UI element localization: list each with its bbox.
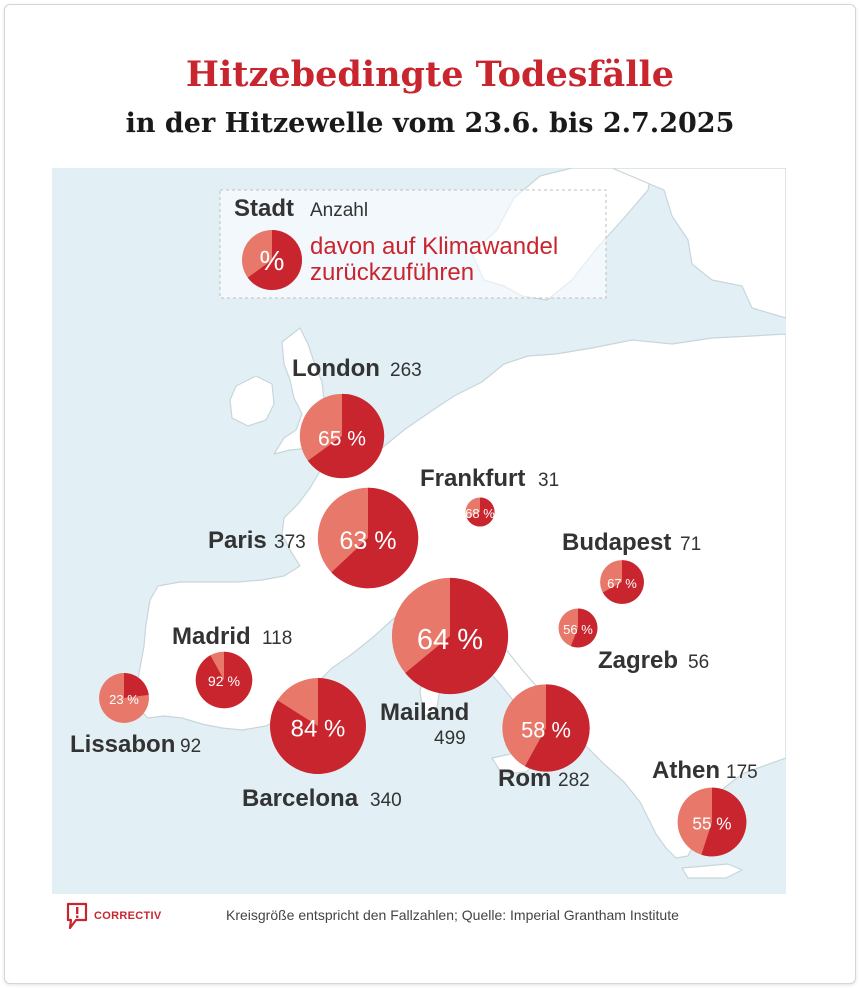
bubble-frankfurt: 68 % [465, 497, 495, 527]
bubble-share-mailand [405, 577, 509, 695]
bubble-label-madrid: 92 % [208, 673, 241, 689]
city-count-paris: 373 [274, 532, 306, 553]
city-count-london: 263 [390, 360, 422, 381]
page-subtitle: in der Hitzewelle vom 23.6. bis 2.7.2025 [125, 108, 735, 139]
bubble-share-paris [331, 487, 419, 589]
legend-count-label: Anzahl [310, 200, 368, 221]
bubble-athen: 55 % [677, 787, 747, 857]
city-count-frankfurt: 31 [538, 470, 559, 491]
city-name-madrid: Madrid [172, 623, 251, 650]
land-ireland [229, 375, 275, 427]
city-labels: London 263 Frankfurt 31 Paris 373 Budape… [70, 355, 758, 812]
bubble-label-mailand: 64 % [417, 624, 483, 656]
bubble-label-budapest: 67 % [607, 576, 637, 591]
city-name-frankfurt: Frankfurt [420, 465, 525, 492]
bubbles-layer: 65 % 68 % 63 % 67 % 56 % 92 % 64 % 23 % 84 % 58 %… [99, 393, 747, 857]
europe-map: 65 % 68 % 63 % 67 % 56 % 92 % 64 % 23 % 84 % 58 %… [52, 168, 786, 894]
source-note: Kreisgröße entspricht den Fallzahlen; Qu… [226, 907, 679, 923]
bubble-budapest: 67 % [600, 560, 644, 604]
city-count-rom: 282 [558, 770, 590, 791]
bubble-madrid: 92 % [195, 651, 253, 709]
bubble-label-london: 65 % [318, 427, 366, 450]
bubble-lissabon: 23 % [99, 673, 149, 723]
city-count-madrid: 118 [262, 628, 292, 649]
city-count-lissabon: 92 [180, 736, 201, 757]
city-name-athen: Athen [652, 757, 720, 784]
correctiv-logo: CORRECTIV [66, 902, 161, 930]
land-crete [681, 863, 743, 879]
legend-city-label: Stadt [234, 195, 294, 222]
bubble-zagreb: 56 % [558, 608, 598, 648]
logo-text: CORRECTIV [94, 910, 162, 922]
bubble-label-zagreb: 56 % [563, 622, 593, 637]
bubble-label-rom: 58 % [521, 718, 571, 743]
bubble-label-paris: 63 % [339, 527, 396, 555]
legend-pct-text-line2: zurückzuführen [310, 259, 474, 286]
city-count-barcelona: 340 [370, 790, 402, 811]
city-name-budapest: Budapest [562, 529, 671, 556]
bubble-label-barcelona: 84 % [291, 716, 346, 743]
legend: Stadt Anzahl % davon auf Klimawandel zur… [219, 189, 607, 299]
bubble-london: 65 % [299, 393, 385, 479]
city-count-zagreb: 56 [688, 652, 709, 673]
map-svg: 65 % 68 % 63 % 67 % 56 % 92 % 64 % 23 % 84 % 58 %… [52, 168, 786, 894]
bubble-label-athen: 55 % [692, 814, 731, 834]
city-name-rom: Rom [498, 765, 551, 792]
city-count-athen: 175 [726, 762, 758, 783]
legend-pct-symbol: % [260, 245, 285, 276]
city-name-paris: Paris [208, 527, 267, 554]
city-name-mailand: Mailand [380, 699, 469, 726]
legend-pie-icon [242, 230, 303, 290]
bubble-share-rom [524, 684, 590, 772]
city-count-mailand: 499 [434, 728, 466, 749]
page-title: Hitzebedingte Todesfälle [185, 54, 675, 95]
bubble-mailand: 64 % [391, 577, 509, 695]
city-name-barcelona: Barcelona [242, 785, 359, 812]
bubble-share-barcelona [270, 678, 366, 774]
bubble-share-budapest [602, 560, 644, 604]
city-name-lissabon: Lissabon [70, 731, 175, 758]
bubble-share-lissabon [124, 673, 149, 698]
bubble-barcelona: 84 % [270, 678, 366, 774]
bubble-share-zagreb [570, 608, 598, 648]
bubble-share-legend [247, 230, 303, 290]
bubble-share-london [307, 393, 385, 479]
speech-bubble-icon [66, 902, 88, 930]
bubble-rom: 58 % [502, 684, 590, 772]
bubble-share-frankfurt [466, 497, 495, 527]
legend-pct-text-line1: davon auf Klimawandel [310, 233, 558, 260]
bubble-label-frankfurt: 68 % [465, 506, 495, 521]
city-count-budapest: 71 [680, 534, 701, 555]
bubble-share-athen [701, 787, 747, 857]
bubble-label-lissabon: 23 % [109, 692, 139, 707]
city-name-zagreb: Zagreb [598, 647, 678, 674]
city-name-london: London [292, 355, 380, 382]
land-finland [611, 168, 786, 319]
bubble-paris: 63 % [317, 487, 419, 589]
bubble-share-madrid [195, 651, 253, 709]
